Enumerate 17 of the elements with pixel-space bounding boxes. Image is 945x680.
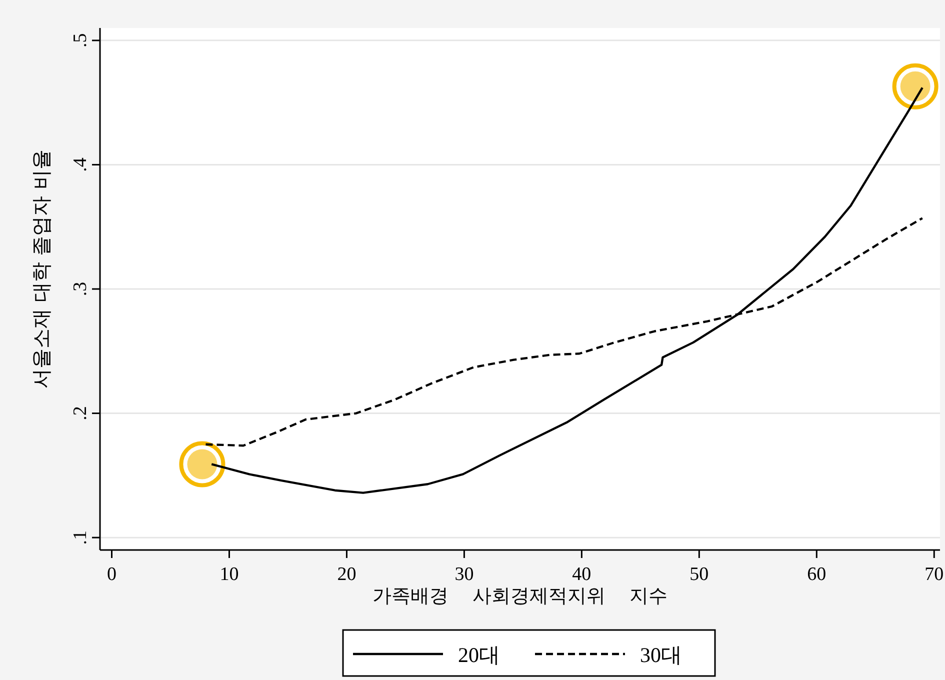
x-axis-title: 가족배경 사회경제적지위 지수 [372, 585, 668, 607]
x-tick-label: 60 [807, 564, 826, 585]
legend-label: 30대 [640, 643, 682, 667]
y-axis-title: 서울소재 대학 졸업자 비율 [29, 149, 53, 389]
x-tick-label: 50 [690, 564, 709, 585]
legend-label: 20대 [458, 643, 500, 667]
x-tick-label: 30 [454, 564, 474, 585]
x-tick-label: 0 [107, 564, 116, 585]
y-tick-label: .5 [70, 33, 91, 48]
y-tick-label: .2 [70, 406, 91, 420]
x-tick-label: 20 [337, 564, 356, 585]
y-tick-label: .4 [70, 157, 91, 172]
y-tick-label: .3 [70, 282, 91, 296]
x-tick-label: 70 [924, 564, 944, 585]
y-tick-label: .1 [70, 530, 91, 545]
x-tick-label: 40 [572, 564, 592, 585]
x-tick-label: 10 [220, 564, 239, 585]
